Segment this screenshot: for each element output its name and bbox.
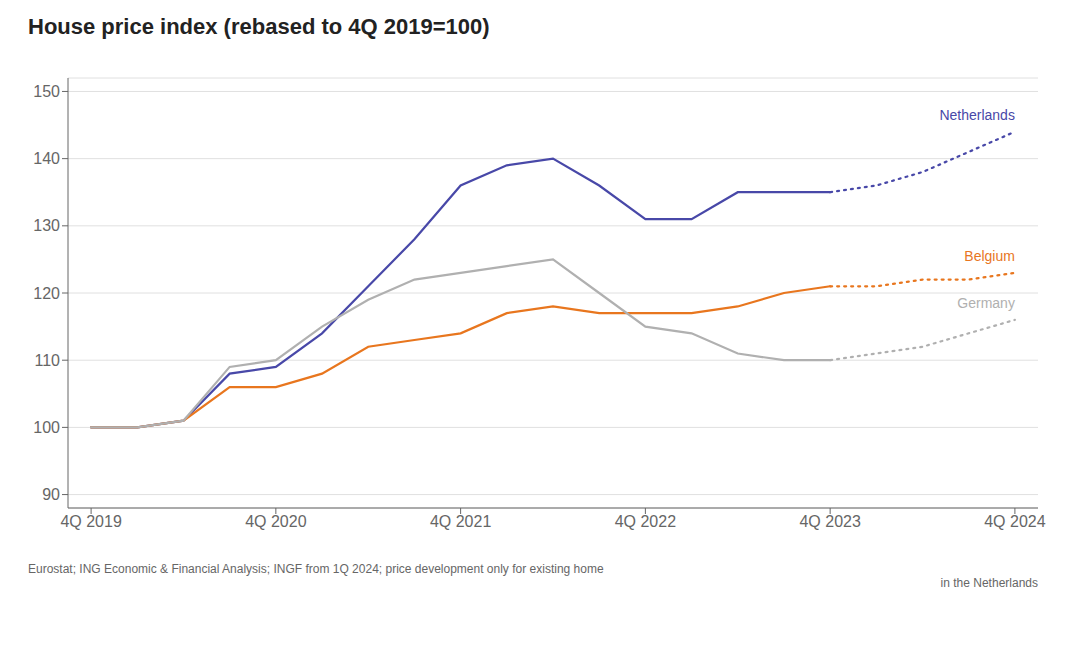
svg-text:4Q 2021: 4Q 2021 [430,513,491,530]
svg-text:100: 100 [33,419,60,436]
svg-text:4Q 2023: 4Q 2023 [799,513,860,530]
svg-text:Germany: Germany [957,295,1015,311]
svg-text:150: 150 [33,83,60,100]
svg-text:120: 120 [33,285,60,302]
svg-text:4Q 2019: 4Q 2019 [60,513,121,530]
svg-text:90: 90 [42,486,60,503]
html-text:House price index (rebased to: House price index (rebased to 4Q 2019=10… [28,14,490,39]
svg-text:Netherlands: Netherlands [939,107,1015,123]
svg-text:4Q 2020: 4Q 2020 [245,513,306,530]
html-text:in the Netherlands: in the Netherlands [940,576,1038,590]
html-text:Eurostat; ING Economic & Finan: Eurostat; ING Economic & Financial Analy… [28,562,604,576]
svg-text:4Q 2024: 4Q 2024 [984,513,1045,530]
svg-text:110: 110 [34,352,60,369]
svg-text:140: 140 [33,150,60,167]
svg-text:4Q 2022: 4Q 2022 [615,513,676,530]
svg-text:Belgium: Belgium [964,248,1015,264]
svg-text:130: 130 [33,217,60,234]
